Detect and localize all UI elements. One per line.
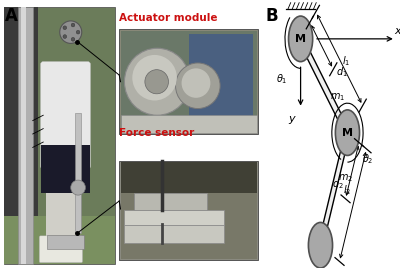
Text: B: B: [265, 7, 278, 25]
FancyBboxPatch shape: [119, 161, 258, 260]
FancyBboxPatch shape: [120, 115, 257, 133]
FancyBboxPatch shape: [4, 216, 115, 264]
FancyBboxPatch shape: [134, 193, 207, 210]
Text: $\theta_2$: $\theta_2$: [362, 152, 373, 166]
Text: Actuator module: Actuator module: [119, 13, 218, 23]
Text: $m_2$: $m_2$: [338, 172, 353, 184]
FancyBboxPatch shape: [75, 113, 81, 188]
FancyBboxPatch shape: [124, 210, 224, 225]
Polygon shape: [318, 131, 350, 247]
Circle shape: [132, 55, 177, 100]
Text: y: y: [289, 114, 295, 124]
Circle shape: [71, 38, 75, 41]
Circle shape: [176, 63, 220, 109]
Text: $m_1$: $m_1$: [330, 91, 345, 103]
Text: M: M: [342, 128, 353, 138]
FancyBboxPatch shape: [41, 145, 90, 193]
FancyBboxPatch shape: [120, 162, 257, 259]
Text: $l_1$: $l_1$: [342, 54, 350, 68]
Text: Force sensor: Force sensor: [119, 128, 194, 138]
FancyBboxPatch shape: [75, 185, 81, 233]
Text: A: A: [5, 7, 18, 25]
Circle shape: [71, 23, 75, 27]
Circle shape: [288, 16, 313, 62]
FancyBboxPatch shape: [119, 29, 258, 134]
Text: M: M: [295, 34, 306, 44]
FancyBboxPatch shape: [120, 162, 257, 193]
FancyBboxPatch shape: [120, 31, 257, 133]
Circle shape: [63, 26, 67, 30]
Circle shape: [308, 222, 332, 268]
Circle shape: [71, 180, 86, 195]
Circle shape: [335, 110, 360, 155]
Text: x: x: [394, 26, 400, 36]
FancyBboxPatch shape: [22, 7, 26, 264]
Circle shape: [145, 70, 168, 94]
FancyBboxPatch shape: [189, 34, 253, 129]
FancyBboxPatch shape: [39, 236, 82, 263]
Circle shape: [63, 35, 67, 38]
Polygon shape: [299, 36, 349, 136]
Circle shape: [76, 30, 80, 34]
Circle shape: [60, 21, 82, 43]
Circle shape: [124, 48, 190, 115]
FancyBboxPatch shape: [46, 182, 77, 236]
Text: $l_2$: $l_2$: [343, 183, 352, 197]
FancyBboxPatch shape: [4, 7, 38, 264]
FancyBboxPatch shape: [4, 7, 115, 264]
Circle shape: [182, 68, 210, 98]
FancyBboxPatch shape: [47, 234, 84, 249]
Text: $d_2$: $d_2$: [332, 177, 344, 191]
FancyBboxPatch shape: [41, 62, 90, 169]
FancyBboxPatch shape: [124, 225, 224, 243]
Text: $d_1$: $d_1$: [336, 65, 348, 79]
FancyBboxPatch shape: [18, 7, 33, 264]
Text: $\theta_1$: $\theta_1$: [276, 72, 288, 86]
